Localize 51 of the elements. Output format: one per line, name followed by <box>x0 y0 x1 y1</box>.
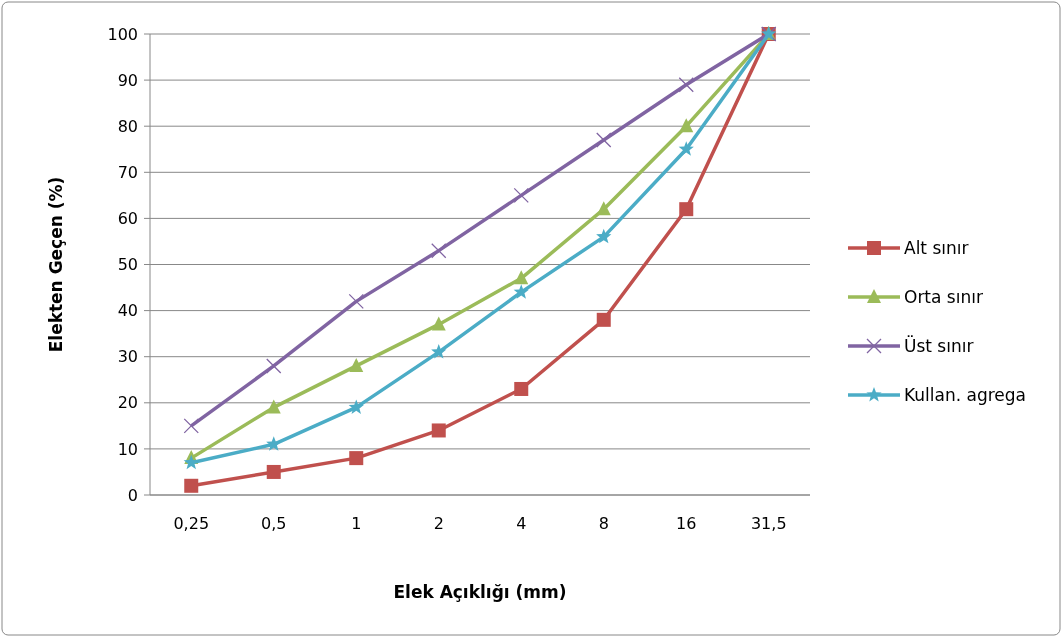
y-tick-label: 50 <box>117 255 138 275</box>
y-tick-label: 80 <box>117 116 138 136</box>
point <box>513 187 529 203</box>
legend-label: Orta sınır <box>904 286 983 307</box>
legend-label: Alt sınır <box>904 237 969 258</box>
y-tick-label: 30 <box>117 347 138 367</box>
point <box>513 284 529 299</box>
point <box>266 464 281 479</box>
y-tick-label: 70 <box>117 162 138 182</box>
point <box>431 243 447 259</box>
y-tick-label: 90 <box>117 70 138 90</box>
point <box>596 132 612 148</box>
x-tick-label: 0,5 <box>261 514 287 533</box>
point <box>266 436 282 451</box>
point <box>679 118 694 133</box>
x-tick-label: 31,5 <box>750 514 787 533</box>
point <box>514 381 529 396</box>
legend-label: Üst sınır <box>904 334 974 356</box>
point <box>679 202 694 217</box>
x-tick-label: 8 <box>598 514 609 533</box>
x-tick-label: 4 <box>516 514 527 533</box>
point <box>349 451 364 466</box>
point <box>596 228 612 244</box>
point <box>678 141 694 156</box>
point <box>266 399 281 414</box>
x-tick-label: 16 <box>676 514 697 533</box>
point <box>184 478 199 493</box>
y-tick-label: 60 <box>117 209 138 228</box>
x-axis-title: Elek Açıklığı (mm) <box>393 582 567 602</box>
point <box>431 423 446 438</box>
legend-label: Kullan. agrega <box>904 384 1027 405</box>
point <box>431 344 447 359</box>
point <box>183 418 199 434</box>
x-tick-label: 2 <box>433 514 444 533</box>
x-tick-label: 0,25 <box>173 514 210 533</box>
x-tick-label: 1 <box>351 514 362 533</box>
y-tick-label: 40 <box>117 301 138 321</box>
point <box>431 316 446 331</box>
y-tick-label: 0 <box>127 485 138 505</box>
point <box>678 77 694 93</box>
point <box>266 358 282 374</box>
y-tick-label: 20 <box>117 393 138 413</box>
y-tick-label: 10 <box>117 439 138 459</box>
point <box>514 270 529 285</box>
y-axis-title: Elekten Geçen (%) <box>46 176 66 353</box>
y-tick-label: 100 <box>107 24 138 44</box>
point <box>348 293 364 310</box>
point <box>596 201 611 216</box>
point <box>349 357 364 372</box>
point <box>596 312 611 327</box>
point <box>348 399 364 414</box>
